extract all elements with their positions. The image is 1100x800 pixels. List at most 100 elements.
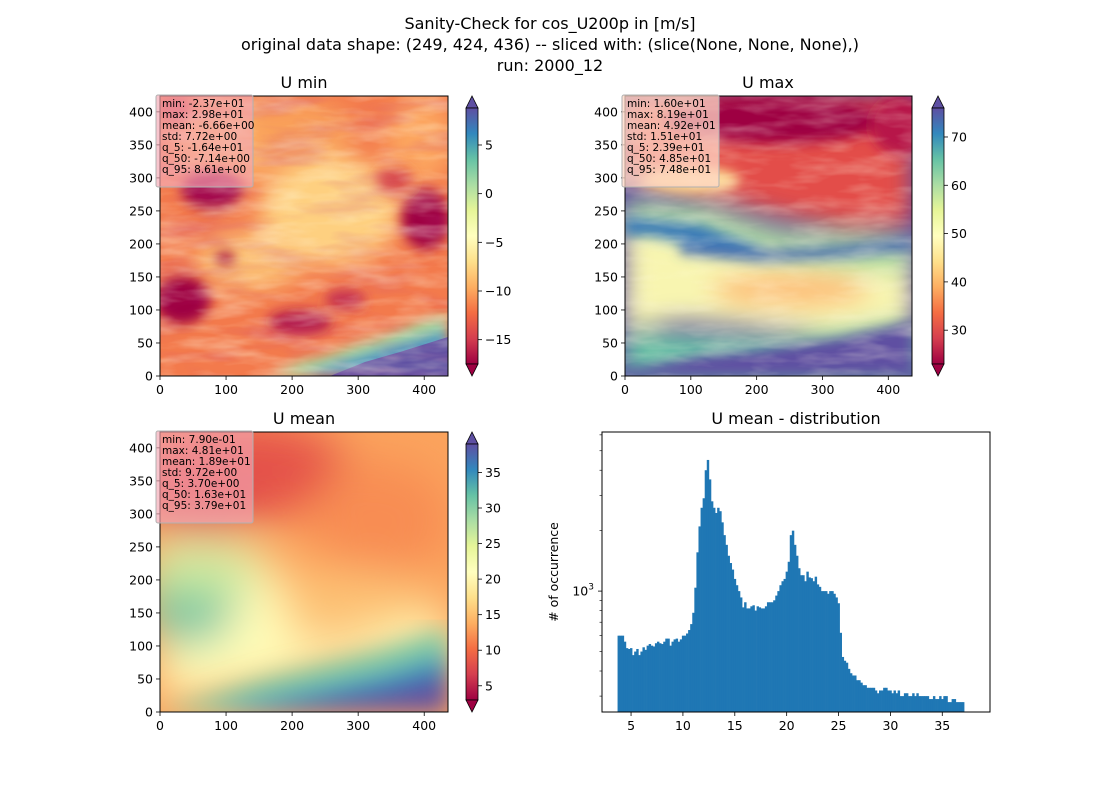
histogram-bar (769, 602, 772, 712)
histogram-bar (841, 656, 845, 712)
histogram-bar (947, 702, 950, 712)
x-tick-label: 15 (727, 718, 743, 733)
stat-q50: q_50: 4.85e+01 (627, 153, 711, 165)
histogram-bar (619, 635, 623, 712)
histogram-bar (889, 690, 892, 712)
histogram-bar (862, 685, 865, 712)
histogram-bar (690, 624, 693, 712)
panel-title: U max (742, 73, 794, 92)
histogram-bar (905, 693, 909, 712)
histogram-bar (820, 591, 824, 712)
histogram-bar (935, 699, 938, 712)
colorbar-extend-min (465, 363, 479, 377)
stat-std: std: 9.72e+00 (162, 467, 237, 479)
x-tick-label: 0 (156, 382, 164, 397)
stat-q95: q_95: 8.61e+00 (162, 164, 246, 176)
y-tick-label: 200 (129, 572, 153, 587)
histogram-bar (822, 591, 826, 712)
histogram-bar (617, 635, 620, 712)
histogram-bar (773, 600, 776, 712)
colorbar-tick-label: 35 (485, 465, 501, 480)
histogram-bar (878, 690, 882, 712)
histogram-bar (806, 571, 809, 712)
histogram-bar (717, 507, 720, 712)
suptitle-line-2: original data shape: (249, 424, 436) -- … (241, 35, 859, 54)
histogram-bar (648, 644, 652, 712)
colorbar-ticks: −15 −10 −5 0 5 (478, 137, 511, 347)
histogram-bar (920, 696, 923, 712)
histogram-bar (771, 602, 774, 712)
histogram-bar (731, 569, 735, 712)
colorbar-extend-min (931, 363, 945, 377)
histogram-bar (953, 699, 957, 712)
histogram-bar (908, 696, 911, 712)
histogram-bar (748, 608, 751, 712)
histogram-bar (692, 612, 695, 712)
histogram-bar (899, 696, 903, 712)
stat-q50: q_50: -7.14e+00 (162, 153, 250, 165)
colorbar-tick-label: 5 (485, 678, 493, 693)
histogram-bar (681, 635, 685, 712)
histogram-bar (785, 571, 789, 712)
x-tick-label: 300 (346, 718, 370, 733)
colorbar-tick-label: −5 (485, 235, 503, 250)
x-ticks: 5 10 15 20 25 30 35 (627, 712, 950, 733)
histogram-bar (625, 648, 629, 712)
histogram-bar (762, 608, 766, 712)
stat-q5: q_5: -1.64e+01 (162, 142, 243, 154)
histogram-bar (710, 501, 714, 712)
colorbar-tick-label: 0 (485, 186, 493, 201)
stat-min: min: 1.60e+01 (627, 98, 706, 110)
histogram-bar (924, 696, 928, 712)
stat-q50: q_50: 1.63e+01 (162, 489, 246, 501)
histogram-bar (727, 555, 730, 712)
stat-q5: q_5: 2.39e+01 (627, 142, 704, 154)
histogram-bar (798, 568, 801, 712)
histogram-bar (868, 687, 872, 712)
y-tick-label: 300 (129, 506, 153, 521)
histogram-bar (677, 641, 681, 712)
x-tick-label: 300 (346, 382, 370, 397)
histogram-bar (957, 702, 961, 712)
colorbar: 5 10 15 20 25 30 35 (465, 431, 501, 713)
suptitle-line-3: run: 2000_12 (497, 56, 603, 76)
histogram-bar (742, 607, 745, 712)
stats-box: min: 7.90e-01 max: 4.81e+01 mean: 1.89e+… (155, 430, 254, 524)
y-tick-label: 100 (129, 638, 153, 653)
colorbar-gradient (931, 107, 945, 365)
y-tick-label: 100 (594, 302, 618, 317)
histogram-bar (864, 685, 867, 712)
histogram-bar (679, 639, 683, 712)
histogram-bar (961, 702, 965, 712)
histogram-bar (756, 606, 759, 712)
histogram-bar (928, 699, 932, 712)
x-tick-label: 5 (627, 718, 635, 733)
histogram-bar (916, 693, 919, 712)
y-axis-label: # of occurrence (546, 522, 561, 622)
histogram-bar (764, 606, 768, 712)
histogram-bar (702, 498, 706, 712)
panel-u-mean-distribution: U mean - distribution # of occurrence 5 1… (546, 409, 991, 733)
histogram-bar (744, 602, 747, 712)
stat-max: max: 4.81e+01 (162, 445, 244, 457)
histogram-bar (831, 591, 834, 712)
histogram-bar (849, 673, 853, 712)
colorbar-extend-max (465, 95, 479, 109)
histogram-bar (883, 687, 886, 712)
histogram-bar (737, 591, 741, 712)
histogram-bar (914, 696, 917, 712)
histogram-bar (951, 699, 955, 712)
histogram-bar (642, 647, 645, 712)
histogram-bar (673, 639, 676, 712)
x-tick-label: 400 (876, 382, 900, 397)
histogram-bar (812, 581, 816, 712)
histogram-bar (719, 511, 722, 712)
colorbar-tick-label: 30 (951, 323, 967, 338)
colorbar-tick-label: 10 (485, 643, 501, 658)
y-ticks: 0 50 100 150 200 250 300 350 400 (594, 104, 625, 384)
histogram-bar (650, 645, 654, 712)
x-tick-label: 400 (412, 382, 436, 397)
histogram-bar (802, 575, 805, 712)
histogram-bar (630, 648, 633, 712)
